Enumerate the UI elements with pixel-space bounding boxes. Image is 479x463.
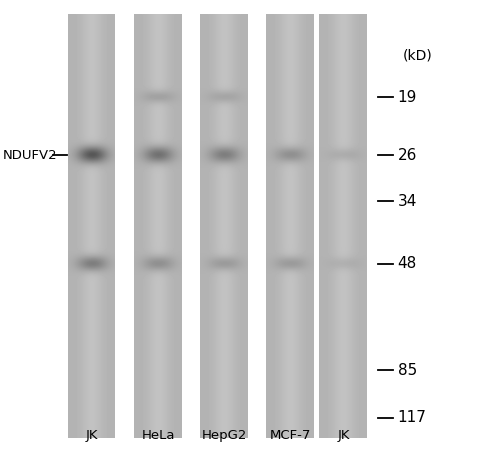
Text: (kD): (kD) xyxy=(402,49,432,63)
Text: JK: JK xyxy=(338,429,350,442)
Text: 48: 48 xyxy=(398,257,417,271)
Text: 19: 19 xyxy=(398,90,417,105)
Text: 85: 85 xyxy=(398,363,417,378)
Text: 34: 34 xyxy=(398,194,417,209)
Text: HeLa: HeLa xyxy=(141,429,175,442)
Text: NDUFV2: NDUFV2 xyxy=(2,149,57,162)
Text: JK: JK xyxy=(86,429,98,442)
Text: 117: 117 xyxy=(398,410,426,425)
Text: 26: 26 xyxy=(398,148,417,163)
Text: MCF-7: MCF-7 xyxy=(270,429,311,442)
Text: HepG2: HepG2 xyxy=(202,429,247,442)
